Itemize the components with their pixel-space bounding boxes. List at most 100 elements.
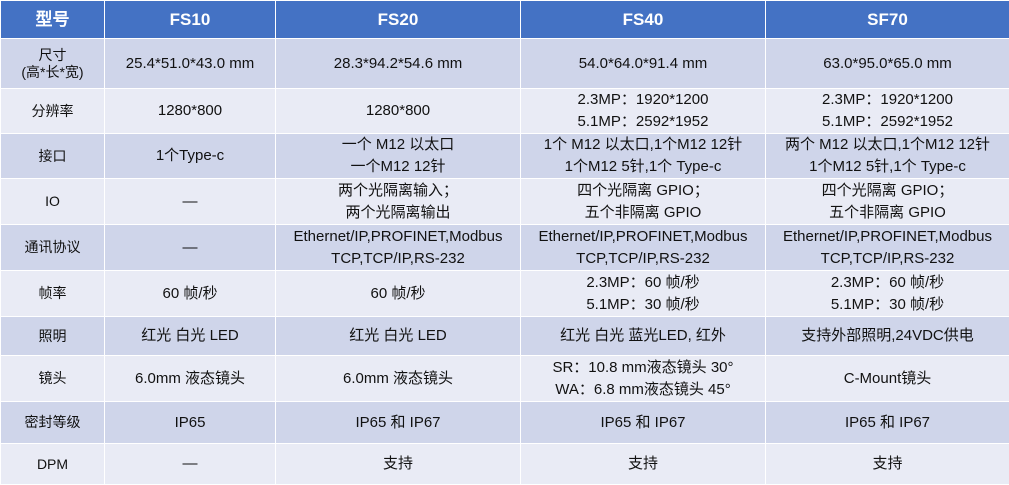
cell-line: 2.3MP：60 帧/秒 — [521, 272, 765, 294]
table-cell: 四个光隔离 GPIO；五个非隔离 GPIO — [766, 179, 1009, 225]
cell-line: 6.0mm 液态镜头 — [276, 368, 520, 390]
cell-line: 1个Type-c — [105, 145, 275, 167]
row-label: 照明 — [1, 317, 105, 356]
cell-line: 2.3MP：1920*1200 — [766, 89, 1009, 111]
table-cell: IP65 和 IP67 — [766, 402, 1009, 444]
row-label: 帧率 — [1, 271, 105, 317]
cell-line: 1个M12 5针,1个 Type-c — [766, 156, 1009, 178]
header-cell: SF70 — [766, 1, 1009, 39]
table-cell: 6.0mm 液态镜头 — [276, 356, 521, 402]
table-cell: SR：10.8 mm液态镜头 30°WA：6.8 mm液态镜头 45° — [521, 356, 766, 402]
cell-line: 5.1MP：30 帧/秒 — [521, 294, 765, 316]
cell-line: 60 帧/秒 — [276, 283, 520, 305]
cell-line: 一个 M12 以太口 — [276, 134, 520, 156]
cell-line: 两个 M12 以太口,1个M12 12针 — [766, 134, 1009, 156]
cell-line: 5.1MP：2592*1952 — [766, 111, 1009, 133]
cell-line: — — [105, 191, 275, 213]
cell-line: IP65 — [105, 412, 275, 434]
cell-line: 帧率 — [1, 285, 104, 302]
cell-line: 63.0*95.0*65.0 mm — [766, 53, 1009, 75]
cell-line: — — [105, 237, 275, 259]
cell-line: IP65 和 IP67 — [521, 412, 765, 434]
cell-line: 红光 白光 LED — [276, 325, 520, 347]
cell-line: 通讯协议 — [1, 239, 104, 256]
cell-line: WA：6.8 mm液态镜头 45° — [521, 379, 765, 401]
table-cell: 红光 白光 蓝光LED, 红外 — [521, 317, 766, 356]
cell-line: 四个光隔离 GPIO； — [521, 180, 765, 202]
cell-line: IP65 和 IP67 — [276, 412, 520, 434]
cell-line: SR：10.8 mm液态镜头 30° — [521, 357, 765, 379]
table-cell: 四个光隔离 GPIO；五个非隔离 GPIO — [521, 179, 766, 225]
cell-line: IO — [1, 193, 104, 210]
header-cell: FS40 — [521, 1, 766, 39]
cell-line: 红光 白光 蓝光LED, 红外 — [521, 325, 765, 347]
table-cell: 60 帧/秒 — [105, 271, 276, 317]
cell-line: 2.3MP：1920*1200 — [521, 89, 765, 111]
cell-line: 5.1MP：30 帧/秒 — [766, 294, 1009, 316]
cell-line: 尺寸 — [1, 47, 104, 64]
table-cell: 54.0*64.0*91.4 mm — [521, 39, 766, 89]
cell-line: 照明 — [1, 328, 104, 345]
table-cell: — — [105, 444, 276, 485]
table-cell: 红光 白光 LED — [276, 317, 521, 356]
cell-line: 接口 — [1, 148, 104, 165]
cell-line: 密封等级 — [1, 414, 104, 431]
row-label: 通讯协议 — [1, 225, 105, 271]
cell-line: — — [105, 453, 275, 475]
cell-line: 四个光隔离 GPIO； — [766, 180, 1009, 202]
cell-line: 1280*800 — [105, 100, 275, 122]
cell-line: Ethernet/IP,PROFINET,Modbus — [521, 226, 765, 248]
table-cell: 1280*800 — [276, 89, 521, 134]
cell-line: 支持 — [521, 453, 765, 475]
table-cell: 25.4*51.0*43.0 mm — [105, 39, 276, 89]
table-cell: 63.0*95.0*65.0 mm — [766, 39, 1009, 89]
table-cell: IP65 — [105, 402, 276, 444]
table-cell: IP65 和 IP67 — [521, 402, 766, 444]
cell-line: 1个M12 5针,1个 Type-c — [521, 156, 765, 178]
cell-line: 60 帧/秒 — [105, 283, 275, 305]
table-cell: 两个光隔离输入；两个光隔离输出 — [276, 179, 521, 225]
cell-line: 一个M12 12针 — [276, 156, 520, 178]
cell-line: 五个非隔离 GPIO — [766, 202, 1009, 224]
cell-line: 五个非隔离 GPIO — [521, 202, 765, 224]
table-cell: 一个 M12 以太口一个M12 12针 — [276, 134, 521, 179]
cell-line: 支持外部照明,24VDC供电 — [766, 325, 1009, 347]
table-cell: C-Mount镜头 — [766, 356, 1009, 402]
cell-line: 分辨率 — [1, 103, 104, 120]
cell-line: 5.1MP：2592*1952 — [521, 111, 765, 133]
cell-line: C-Mount镜头 — [766, 368, 1009, 390]
row-label: 尺寸(高*长*宽) — [1, 39, 105, 89]
cell-line: (高*长*宽) — [1, 64, 104, 81]
cell-line: Ethernet/IP,PROFINET,Modbus — [276, 226, 520, 248]
table-cell: 1280*800 — [105, 89, 276, 134]
table-cell: 支持 — [276, 444, 521, 485]
header-cell: FS10 — [105, 1, 276, 39]
cell-line: 两个光隔离输入； — [276, 180, 520, 202]
table-cell: 28.3*94.2*54.6 mm — [276, 39, 521, 89]
cell-line: 支持 — [766, 453, 1009, 475]
cell-line: 54.0*64.0*91.4 mm — [521, 53, 765, 75]
table-cell: 1个Type-c — [105, 134, 276, 179]
table-cell: IP65 和 IP67 — [276, 402, 521, 444]
cell-line: 6.0mm 液态镜头 — [105, 368, 275, 390]
cell-line: TCP,TCP/IP,RS-232 — [276, 248, 520, 270]
cell-line: Ethernet/IP,PROFINET,Modbus — [766, 226, 1009, 248]
cell-line: DPM — [1, 456, 104, 473]
row-label: 接口 — [1, 134, 105, 179]
